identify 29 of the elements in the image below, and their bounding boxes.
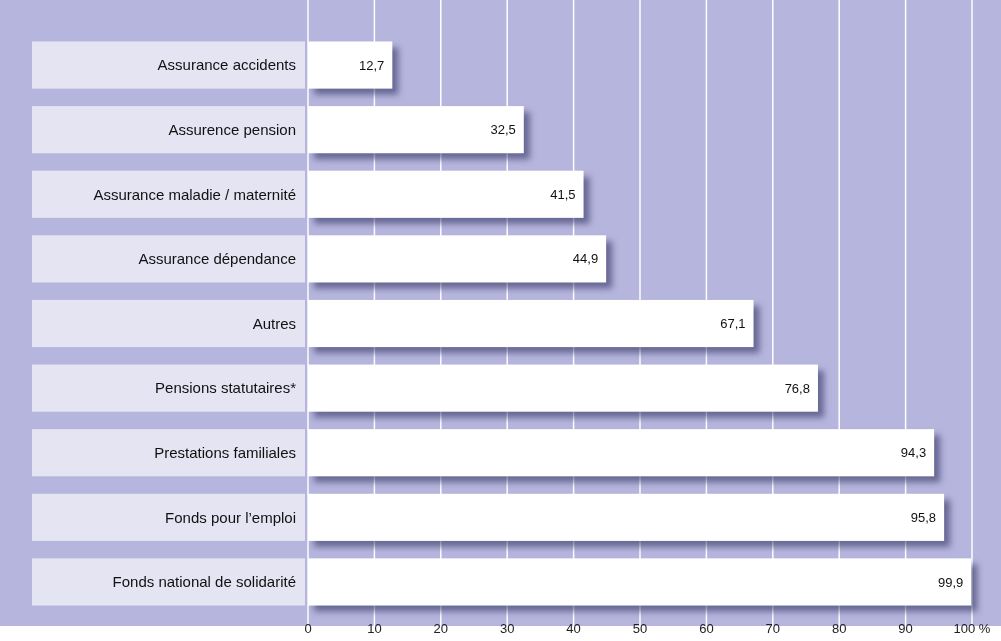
y-tick-label: Fonds national de solidarité	[112, 573, 296, 591]
y-tick-label: Assurence pension	[168, 120, 296, 138]
x-tick-label: 0	[304, 621, 312, 636]
x-tick-label: 30	[499, 621, 515, 636]
data-label: 99,9	[938, 574, 964, 590]
y-tick-label: Assurance dépendance	[138, 250, 296, 268]
x-tick-label: 70	[765, 621, 781, 636]
x-tick-label: 10	[367, 621, 382, 636]
x-tick-label: 40	[566, 621, 581, 636]
y-tick-label: Assurance maladie / maternité	[93, 185, 296, 203]
data-label: 76,8	[784, 380, 810, 396]
data-label: 67,1	[720, 316, 746, 332]
x-tick-label: 90	[898, 621, 913, 636]
y-tick-label: Autres	[252, 314, 296, 332]
x-tick-label: 50	[632, 621, 648, 636]
x-tick-label: 20	[433, 621, 449, 636]
x-tick-label: 80	[831, 621, 847, 636]
data-label: 32,5	[490, 122, 516, 138]
data-label: 44,9	[572, 251, 599, 267]
data-label: 41,5	[550, 186, 576, 202]
data-label: 95,8	[910, 509, 937, 525]
x-tick-label: 100 %	[953, 621, 991, 636]
y-tick-label: Assurance accidents	[157, 56, 296, 74]
data-label: 94,3	[900, 445, 927, 461]
x-tick-label: 60	[699, 621, 714, 636]
y-tick-label: Prestations familiales	[154, 443, 296, 461]
data-label: 12,7	[359, 57, 385, 73]
y-tick-label: Fonds pour l’emploi	[165, 508, 296, 526]
y-tick-label: Pensions statutaires*	[155, 379, 297, 397]
